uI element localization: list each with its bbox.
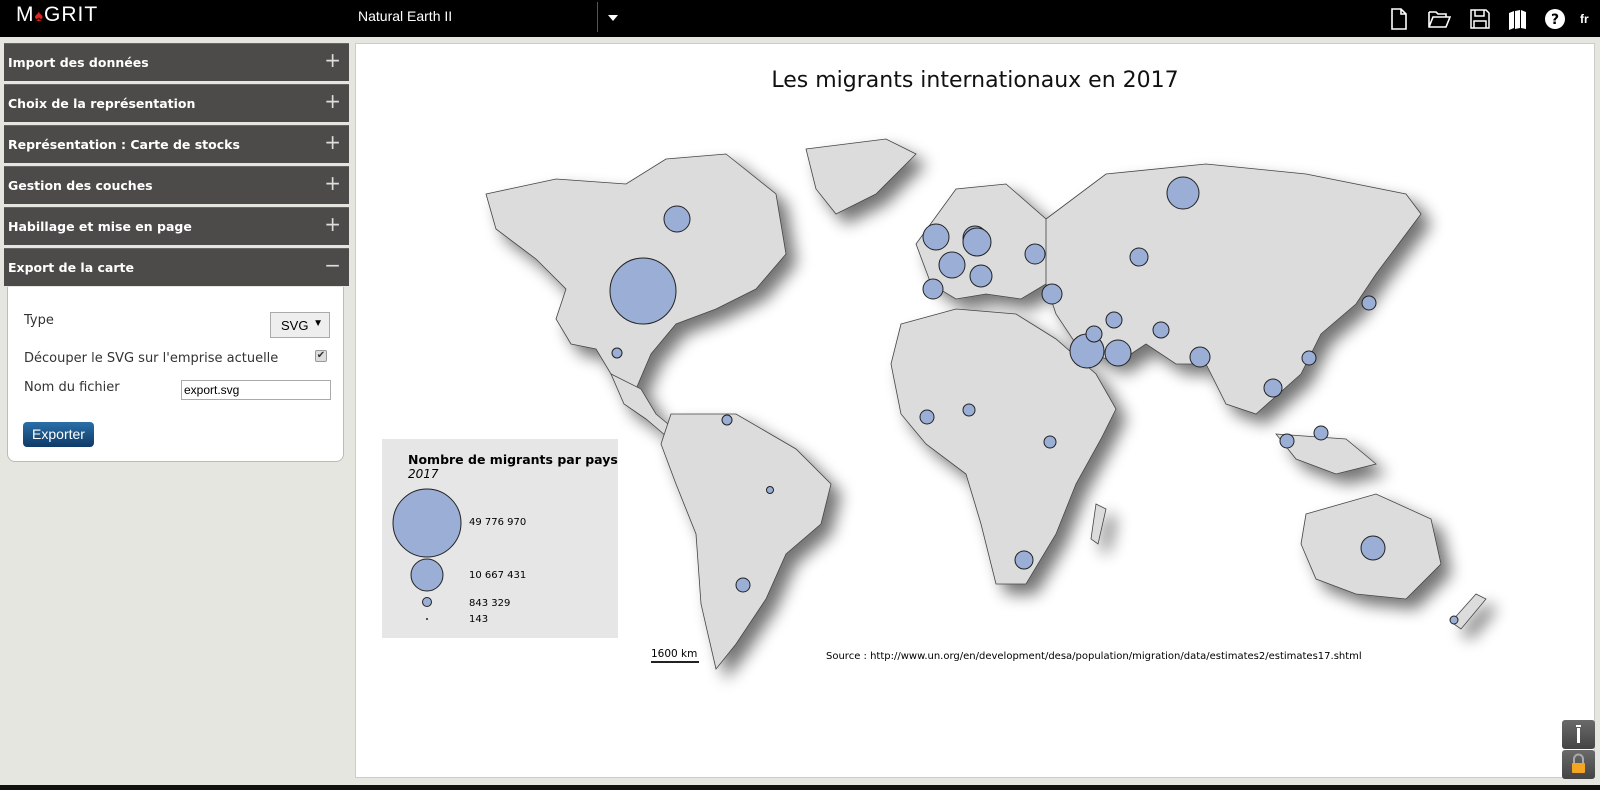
map-canvas[interactable]: Les migrants internationaux en 2017 Nomb… [355,43,1595,778]
section-layout[interactable]: Habillage et mise en page + [4,207,349,245]
info-button[interactable] [1562,720,1595,749]
expand-icon: + [324,171,341,195]
bubble-kazakhstan [1129,247,1149,267]
logo-text-left: M [16,3,35,26]
section-label: Export de la carte [8,260,134,275]
collapse-icon: − [324,253,341,277]
save-icon[interactable] [1468,7,1492,31]
bubble-south-africa [1014,550,1034,570]
bubble-venezuela [721,414,733,426]
legend-value: 143 [469,614,489,625]
top-bar: M♠GRIT Natural Earth II ? fr [0,0,1600,37]
bubble-malaysia [1279,433,1295,449]
bubble-brazil [766,486,774,494]
bubble-new-zealand [1449,615,1459,625]
bubble-japan [1361,295,1377,311]
expand-icon: + [324,212,341,236]
legend-circles [392,488,462,620]
expand-icon: + [324,48,341,72]
legend-value: 10 667 431 [469,570,527,581]
lock-icon [1572,753,1585,773]
bubble-russia [1166,176,1200,210]
bubble-france [938,251,966,279]
type-select-value: SVG [281,318,309,333]
filename-input[interactable]: export.svg [181,380,331,400]
bubble-singapore [1313,425,1329,441]
divider [597,2,598,32]
legend[interactable]: Nombre de migrants par pays 2017 49 776 … [382,439,618,638]
help-icon[interactable]: ? [1543,7,1567,31]
section-label: Import des données [8,55,149,70]
bubble-italy [969,264,993,288]
bubble-jordan [1085,325,1103,343]
bubble-layer [609,176,1459,625]
section-layer-management[interactable]: Gestion des couches + [4,166,349,204]
logo: M♠GRIT [16,3,98,27]
expand-icon: + [324,130,341,154]
basemap-dropdown-arrow-icon[interactable] [608,15,618,21]
bubble-uk [922,223,950,251]
land-layer [485,138,1487,670]
legend-value: 49 776 970 [469,517,527,528]
legend-value: 843 329 [469,598,511,609]
language-switch[interactable]: fr [1580,12,1589,26]
section-import-data[interactable]: Import des données + [4,43,349,81]
bubble-argentina [735,577,751,593]
bubble-ukraine [1024,243,1046,265]
bubble-india [1189,346,1211,368]
new-file-icon[interactable] [1387,7,1411,31]
map-title: Les migrants internationaux en 2017 [771,68,1179,93]
svg-text:?: ? [1551,12,1559,28]
expand-icon: + [324,89,341,113]
type-select[interactable]: SVG ▼ [270,312,330,338]
bubble-canada [663,205,691,233]
bubble-hong-kong [1301,350,1317,366]
bubble-ethiopia [1043,435,1057,449]
section-export-map[interactable]: Export de la carte − [4,248,349,286]
books-icon[interactable] [1506,7,1530,31]
legend-subtitle: 2017 [408,467,439,481]
clip-label: Découper le SVG sur l'emprise actuelle [24,351,279,366]
bubble-mexico [611,347,623,359]
logo-text-right: GRIT [44,3,99,26]
bubble-australia [1360,535,1386,561]
world-map [485,138,1487,670]
open-folder-icon[interactable] [1427,7,1451,31]
section-label: Gestion des couches [8,178,153,193]
spade-icon: ♠ [34,8,44,25]
bubble-usa [609,257,677,325]
legend-title: Nombre de migrants par pays [408,452,618,467]
section-label: Choix de la représentation [8,96,196,111]
bubble-cote-divoire [919,409,935,425]
export-panel: Type SVG ▼ Découper le SVG sur l'emprise … [7,287,344,462]
export-button[interactable]: Exporter [23,422,94,447]
lock-button[interactable] [1562,750,1595,779]
info-icon [1576,725,1581,743]
bubble-germany [962,227,992,257]
bubble-uae [1104,339,1132,367]
clip-checkbox[interactable]: ✔ [315,350,327,362]
bubble-thailand [1263,378,1283,398]
bubble-nigeria [962,403,976,417]
section-representation-choice[interactable]: Choix de la représentation + [4,84,349,122]
dropdown-arrow-icon: ▼ [313,318,323,329]
bubble-pakistan [1152,321,1170,339]
bubble-iran [1105,311,1123,329]
type-label: Type [24,313,54,328]
filename-label: Nom du fichier [24,380,120,395]
section-label: Habillage et mise en page [8,219,192,234]
scale-bar[interactable]: 1600 km [651,648,699,663]
taskbar [0,785,1600,790]
bubble-turkey [1041,283,1063,305]
section-stock-map[interactable]: Représentation : Carte de stocks + [4,125,349,163]
source-note[interactable]: Source : http://www.un.org/en/developmen… [826,651,1362,662]
basemap-selector-label[interactable]: Natural Earth II [358,8,453,24]
bubble-spain [922,278,944,300]
section-label: Représentation : Carte de stocks [8,137,240,152]
